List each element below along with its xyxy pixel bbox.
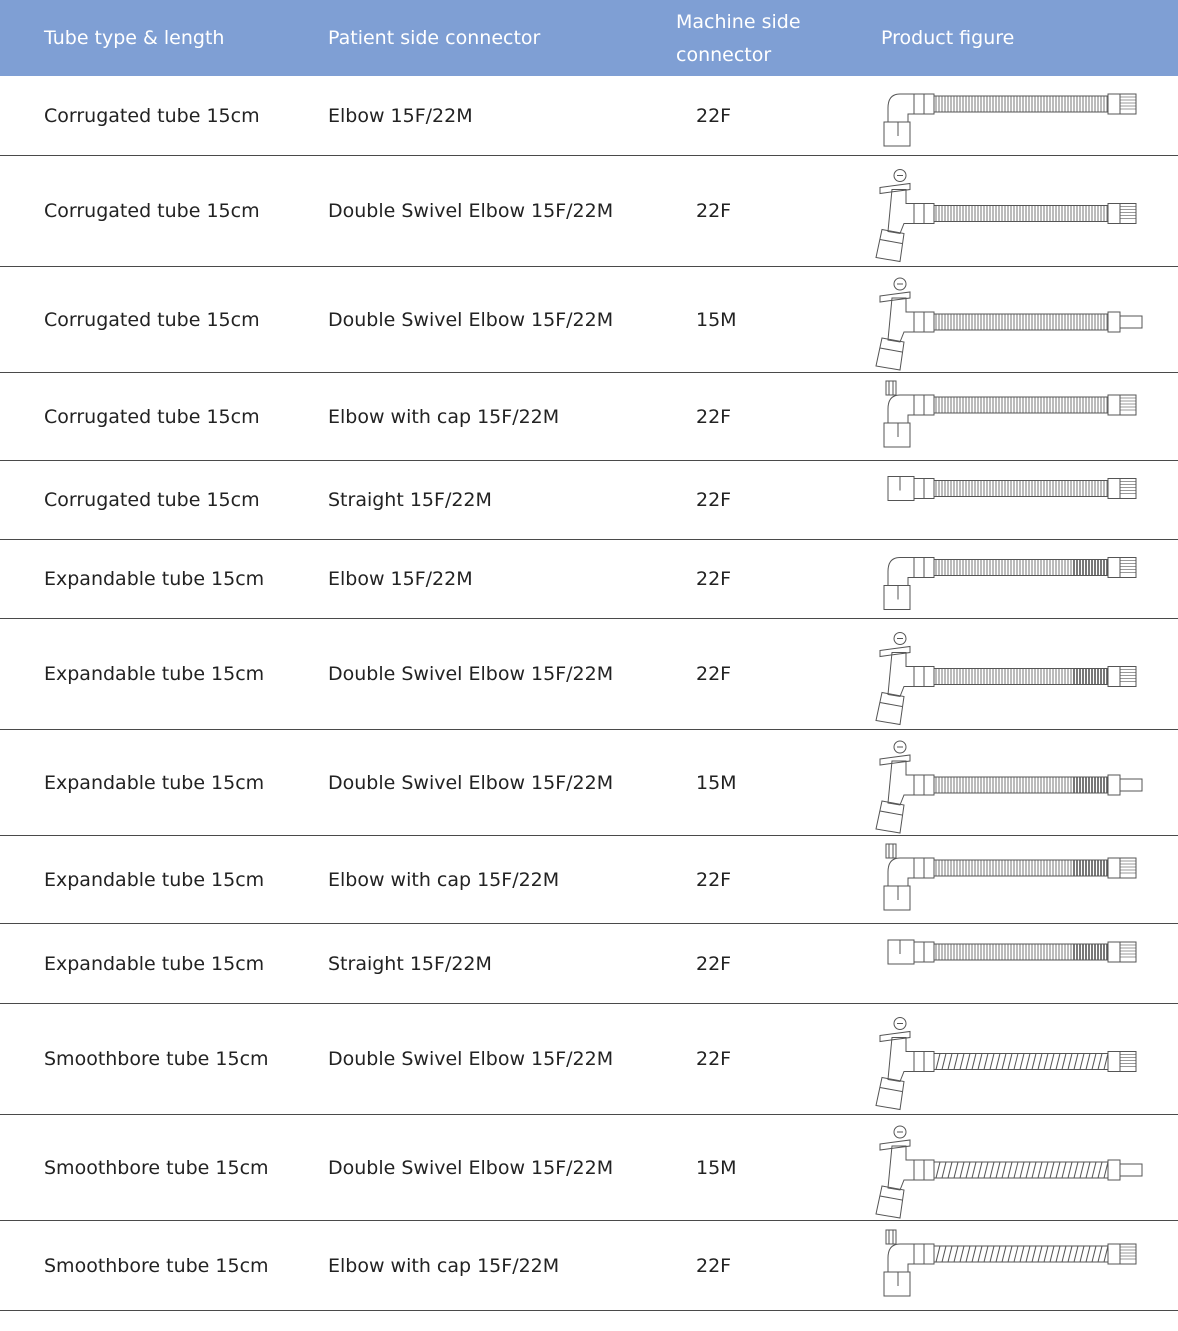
product-figure-cell <box>862 461 1162 539</box>
tube-type-cell: Smoothbore tube 15cm <box>44 1156 269 1179</box>
machine-connector-cell: 22F <box>696 1254 732 1277</box>
tube-type-cell: Corrugated tube 15cm <box>44 308 260 331</box>
product-figure-cell <box>862 924 1162 1003</box>
header-tube-type: Tube type & length <box>44 27 225 49</box>
cap-elbow-corrugated-22f-figure-icon <box>883 380 1137 447</box>
table-row: Corrugated tube 15cm Straight 15F/22M 22F <box>0 461 1178 540</box>
patient-connector-cell: Straight 15F/22M <box>328 489 492 511</box>
patient-connector-cell: Elbow 15F/22M <box>328 568 473 590</box>
header-product-figure: Product figure <box>881 27 1015 49</box>
tube-type-cell: Corrugated tube 15cm <box>44 104 260 127</box>
table-row: Expandable tube 15cm Double Swivel Elbow … <box>0 619 1178 730</box>
machine-connector-cell: 22F <box>696 1048 732 1070</box>
tube-type-cell: Expandable tube 15cm <box>44 663 265 685</box>
machine-connector-cell: 22F <box>696 952 732 975</box>
machine-connector-cell: 15M <box>696 1156 737 1179</box>
double-swivel-corrugated-15m-figure-icon <box>875 277 1143 371</box>
machine-connector-cell: 22F <box>696 868 732 891</box>
header-machine-connector-line1: Machine side <box>676 11 801 33</box>
patient-connector-cell: Double Swivel Elbow 15F/22M <box>328 200 614 222</box>
table-row: Expandable tube 15cm Elbow with cap 15F/2… <box>0 836 1178 924</box>
table-row: Smoothbore tube 15cm Elbow with cap 15F/2… <box>0 1221 1178 1311</box>
table-row: Expandable tube 15cm Elbow 15F/22M 22F <box>0 540 1178 619</box>
product-figure-cell <box>862 267 1162 372</box>
tube-type-cell: Smoothbore tube 15cm <box>44 1048 269 1070</box>
table-row: Expandable tube 15cm Double Swivel Elbow … <box>0 730 1178 836</box>
table-row: Smoothbore tube 15cm Double Swivel Elbow … <box>0 1004 1178 1115</box>
tube-type-cell: Expandable tube 15cm <box>44 868 265 891</box>
tube-type-cell: Corrugated tube 15cm <box>44 200 260 222</box>
table-row: Corrugated tube 15cm Double Swivel Elbow … <box>0 156 1178 267</box>
patient-connector-cell: Elbow with cap 15F/22M <box>328 1254 560 1277</box>
patient-connector-cell: Double Swivel Elbow 15F/22M <box>328 308 614 331</box>
double-swivel-expandable-15m-figure-icon <box>875 740 1143 834</box>
machine-connector-cell: 15M <box>696 771 737 794</box>
tube-type-cell: Smoothbore tube 15cm <box>44 1254 269 1277</box>
tube-type-cell: Corrugated tube 15cm <box>44 489 260 511</box>
product-figure-cell <box>862 156 1162 266</box>
table-row: Corrugated tube 15cm Double Swivel Elbow … <box>0 267 1178 373</box>
product-figure-cell <box>862 1221 1162 1310</box>
double-swivel-smoothbore-22f-figure-icon <box>875 1016 1137 1110</box>
machine-connector-cell: 22F <box>696 568 732 590</box>
straight-corrugated-22f-figure-icon <box>887 475 1137 501</box>
table-row: Smoothbore tube 15cm Double Swivel Elbow … <box>0 1115 1178 1221</box>
product-figure-cell <box>862 619 1162 729</box>
table-row: Corrugated tube 15cm Elbow 15F/22M 22F <box>0 76 1178 156</box>
cap-elbow-expandable-22f-figure-icon <box>883 843 1137 910</box>
tube-type-cell: Expandable tube 15cm <box>44 771 265 794</box>
elbow-expandable-22f-figure-icon <box>883 556 1137 610</box>
product-figure-cell <box>862 836 1162 923</box>
tube-type-cell: Corrugated tube 15cm <box>44 405 260 428</box>
table-row: Corrugated tube 15cm Elbow with cap 15F/2… <box>0 373 1178 461</box>
double-swivel-smoothbore-15m-figure-icon <box>875 1125 1143 1219</box>
table-body: Corrugated tube 15cm Elbow 15F/22M 22F Corr… <box>0 76 1178 1311</box>
patient-connector-cell: Double Swivel Elbow 15F/22M <box>328 771 614 794</box>
product-figure-cell <box>862 1115 1162 1220</box>
table-row: Expandable tube 15cm Straight 15F/22M 22F <box>0 924 1178 1004</box>
header-patient-connector: Patient side connector <box>328 27 541 49</box>
machine-connector-cell: 22F <box>696 489 732 511</box>
header-machine-connector-line2: connector <box>676 44 772 66</box>
cap-elbow-smoothbore-22f-figure-icon <box>883 1229 1137 1296</box>
patient-connector-cell: Straight 15F/22M <box>328 952 492 975</box>
patient-connector-cell: Double Swivel Elbow 15F/22M <box>328 1048 614 1070</box>
machine-connector-cell: 22F <box>696 405 732 428</box>
product-figure-cell <box>862 373 1162 460</box>
tube-type-cell: Expandable tube 15cm <box>44 952 265 975</box>
machine-connector-cell: 22F <box>696 200 732 222</box>
machine-connector-cell: 15M <box>696 308 737 331</box>
table-header: Tube type & length Patient side connecto… <box>0 0 1178 76</box>
patient-connector-cell: Double Swivel Elbow 15F/22M <box>328 663 614 685</box>
tube-type-cell: Expandable tube 15cm <box>44 568 265 590</box>
patient-connector-cell: Elbow 15F/22M <box>328 104 473 127</box>
patient-connector-cell: Elbow with cap 15F/22M <box>328 868 560 891</box>
straight-expandable-22f-figure-icon <box>887 939 1137 964</box>
product-figure-cell <box>862 76 1162 155</box>
machine-connector-cell: 22F <box>696 663 732 685</box>
product-figure-cell <box>862 1004 1162 1114</box>
elbow-corrugated-22f-figure-icon <box>883 93 1137 146</box>
double-swivel-expandable-22f-figure-icon <box>875 631 1137 725</box>
patient-connector-cell: Elbow with cap 15F/22M <box>328 405 560 428</box>
machine-connector-cell: 22F <box>696 104 732 127</box>
product-figure-cell <box>862 730 1162 835</box>
product-figure-cell <box>862 540 1162 618</box>
patient-connector-cell: Double Swivel Elbow 15F/22M <box>328 1156 614 1179</box>
double-swivel-corrugated-22f-figure-icon <box>875 168 1137 262</box>
